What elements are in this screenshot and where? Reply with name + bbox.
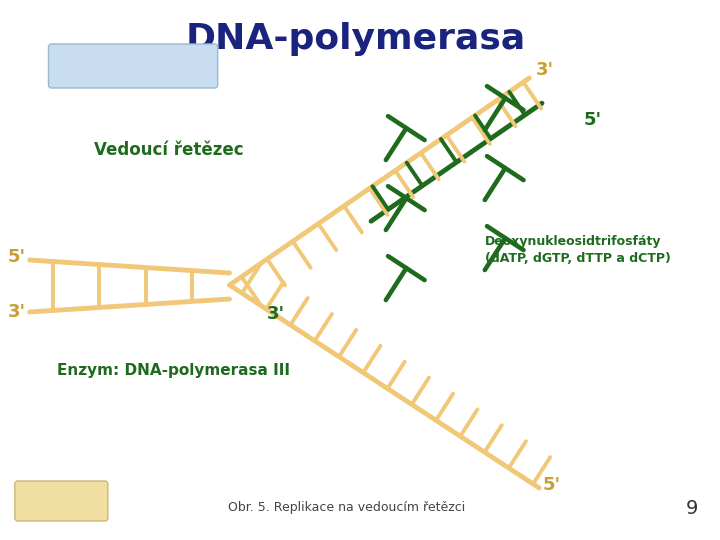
- Text: Enzym: DNA-polymerasa III: Enzym: DNA-polymerasa III: [58, 362, 290, 377]
- Text: (dATP, dGTP, dTTP a dCTP): (dATP, dGTP, dTTP a dCTP): [485, 252, 671, 265]
- Text: Obsah: Obsah: [35, 494, 89, 509]
- Text: Deoxynukleosidtrifosfáty: Deoxynukleosidtrifosfáty: [485, 235, 661, 248]
- Text: Spustit animaci: Spustit animaci: [80, 59, 187, 73]
- Text: 3': 3': [267, 305, 285, 323]
- Text: Vedoucí řetězec: Vedoucí řetězec: [94, 141, 243, 159]
- FancyBboxPatch shape: [48, 44, 217, 88]
- Text: DNA-polymerasa: DNA-polymerasa: [186, 22, 526, 56]
- Text: 5': 5': [542, 476, 560, 494]
- FancyBboxPatch shape: [15, 481, 108, 521]
- Text: 9: 9: [686, 498, 698, 517]
- Text: 3': 3': [536, 61, 554, 79]
- Text: 3': 3': [8, 303, 26, 321]
- Text: Obr. 5. Replikace na vedoucím řetězci: Obr. 5. Replikace na vedoucím řetězci: [228, 502, 465, 515]
- Text: 5': 5': [584, 111, 602, 129]
- Text: 5': 5': [8, 248, 26, 266]
